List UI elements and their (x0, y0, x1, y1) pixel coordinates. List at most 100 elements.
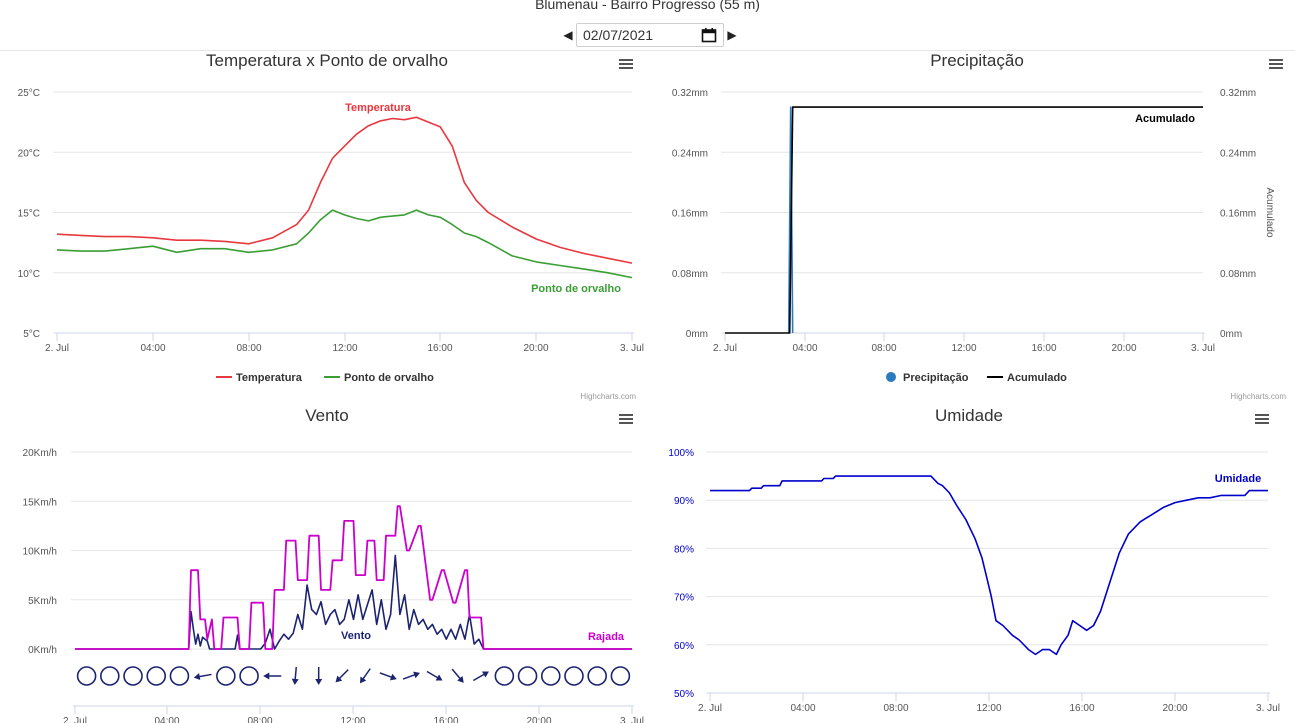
y-tick-label: 5°C (23, 329, 40, 340)
x-tick-label: 16:00 (1069, 703, 1094, 714)
humidity-chart: Umidade 100% 90% 80% 70% 60% 50% 2. Jul 04:00 08:… (668, 406, 1280, 714)
next-day-arrow-icon[interactable]: ▶ (727, 28, 737, 42)
legend-item-precipitacao: Precipitação (903, 372, 969, 384)
series-line-acumulado (725, 106, 1203, 334)
legend-item-ponto-de-orvalho: Ponto de orvalho (344, 372, 434, 384)
wind-chart: Vento 20Km/h 15Km/h 10Km/h 5Km/h 0Km/h 2. Jul 0… (23, 406, 644, 723)
series-label-rajada: Rajada (588, 631, 625, 643)
wind-direction-arrow-icon (315, 667, 323, 685)
arrow-head (481, 671, 489, 678)
wind-direction-arrow-icon (451, 668, 464, 683)
temperature-dewpoint-chart: Temperatura x Ponto de orvalho 25°C 20°C 15… (18, 51, 644, 401)
y-tick-label: 80% (674, 544, 694, 555)
legend-item-acumulado: Acumulado (1007, 372, 1067, 384)
y-tick-label: 0Km/h (28, 645, 57, 656)
calm-wind-circle (517, 666, 538, 686)
series-label-umidade: Umidade (1215, 473, 1261, 485)
wind-direction-arrow-icon (335, 669, 349, 683)
calm-wind-circle (587, 666, 607, 686)
menu-icon[interactable] (1255, 414, 1269, 424)
arrow-head (315, 679, 323, 685)
previous-day-arrow-icon[interactable]: ◀ (563, 28, 573, 42)
y-tick-label: 0.24mm (672, 148, 708, 159)
menu-icon-bar (1269, 59, 1283, 61)
menu-icon[interactable] (619, 59, 633, 69)
x-tick-label: 12:00 (340, 716, 365, 723)
x-tick-label: 2. Jul (63, 716, 87, 723)
menu-icon-bar (619, 63, 633, 65)
arrow-head (389, 673, 397, 681)
y-tick-label: 5Km/h (28, 596, 57, 607)
menu-icon-bar (1255, 414, 1269, 416)
highcharts-credits: Highcharts.com (1230, 392, 1286, 401)
y2-tick-label: 0mm (1220, 329, 1242, 340)
chart-legend[interactable]: Precipitação Acumulado (886, 372, 1067, 384)
x-tick-label: 08:00 (883, 703, 908, 714)
legend-item-temperatura: Temperatura (236, 372, 303, 384)
legend-swatch-precipitacao (886, 372, 896, 382)
x-tick-label: 04:00 (154, 716, 179, 723)
x-tick-label: 04:00 (140, 343, 165, 354)
y-tick-label: 15°C (18, 209, 40, 220)
x-tick-label: 3. Jul (1191, 343, 1215, 354)
x-tick-label: 2. Jul (713, 343, 737, 354)
series-label-vento: Vento (341, 630, 371, 642)
y-tick-label: 10Km/h (23, 547, 57, 558)
menu-icon-bar (619, 59, 633, 61)
chart-title: Temperatura x Ponto de orvalho (206, 51, 448, 70)
x-tick-label: 20:00 (526, 716, 551, 723)
y-tick-label: 25°C (18, 88, 40, 99)
date-input[interactable]: 02/07/2021 (576, 23, 724, 47)
arrow-head (193, 673, 201, 680)
menu-icon[interactable] (1269, 59, 1283, 69)
y2-tick-label: 0.32mm (1220, 88, 1256, 99)
chart-legend[interactable]: Temperatura Ponto de orvalho (216, 372, 434, 384)
calm-wind-circle (540, 666, 561, 686)
x-tick-label: 08:00 (236, 343, 261, 354)
arrow-head (359, 676, 367, 684)
x-tick-label: 16:00 (427, 343, 452, 354)
x-tick-label: 08:00 (247, 716, 272, 723)
calm-wind-circle (146, 666, 167, 686)
calm-wind-circle (239, 666, 259, 686)
calm-wind-circle (169, 666, 190, 686)
wind-direction-arrow-icon (263, 672, 282, 680)
menu-icon-bar (619, 414, 633, 416)
highcharts-credits: Highcharts.com (580, 392, 636, 401)
chart-title: Vento (305, 406, 349, 425)
x-tick-label: 3. Jul (620, 716, 644, 723)
wind-direction-arrow-icon (379, 672, 397, 681)
y-tick-label: 0mm (686, 329, 708, 340)
chart-title: Precipitação (930, 51, 1024, 70)
calendar-icon[interactable] (701, 27, 717, 43)
header-divider (0, 50, 1295, 51)
wind-direction-arrow-icon (193, 673, 212, 680)
x-tick-label: 3. Jul (1256, 703, 1280, 714)
menu-icon-bar (1269, 67, 1283, 69)
x-tick-label: 20:00 (1111, 343, 1136, 354)
calm-wind-circle (100, 666, 120, 686)
series-line-vento (75, 554, 632, 650)
arrow-head (263, 672, 270, 680)
wind-direction-arrow-icon (472, 671, 489, 682)
y-tick-label: 10°C (18, 269, 40, 280)
date-navigator: ◀ 02/07/2021 ▶ (562, 23, 738, 47)
series-label-acumulado: Acumulado (1135, 113, 1195, 125)
y-tick-label: 20°C (18, 148, 40, 159)
wind-direction-arrow-icon (291, 666, 299, 685)
x-tick-label: 04:00 (790, 703, 815, 714)
menu-icon[interactable] (619, 414, 633, 424)
y2-tick-label: 0.08mm (1220, 269, 1256, 280)
menu-icon-bar (619, 67, 633, 69)
x-tick-label: 04:00 (792, 343, 817, 354)
series-label-ponto-de-orvalho: Ponto de orvalho (531, 283, 621, 295)
calm-wind-circle (564, 666, 584, 686)
series-line-temperatura (56, 116, 633, 264)
series-line-rajada (75, 505, 632, 650)
y2-axis-title: Acumulado (1264, 187, 1275, 237)
menu-icon-bar (1255, 418, 1269, 420)
arrow-head (435, 674, 443, 681)
y-tick-label: 0.08mm (672, 269, 708, 280)
calm-wind-circle (76, 666, 97, 686)
y-tick-label: 100% (668, 448, 694, 459)
